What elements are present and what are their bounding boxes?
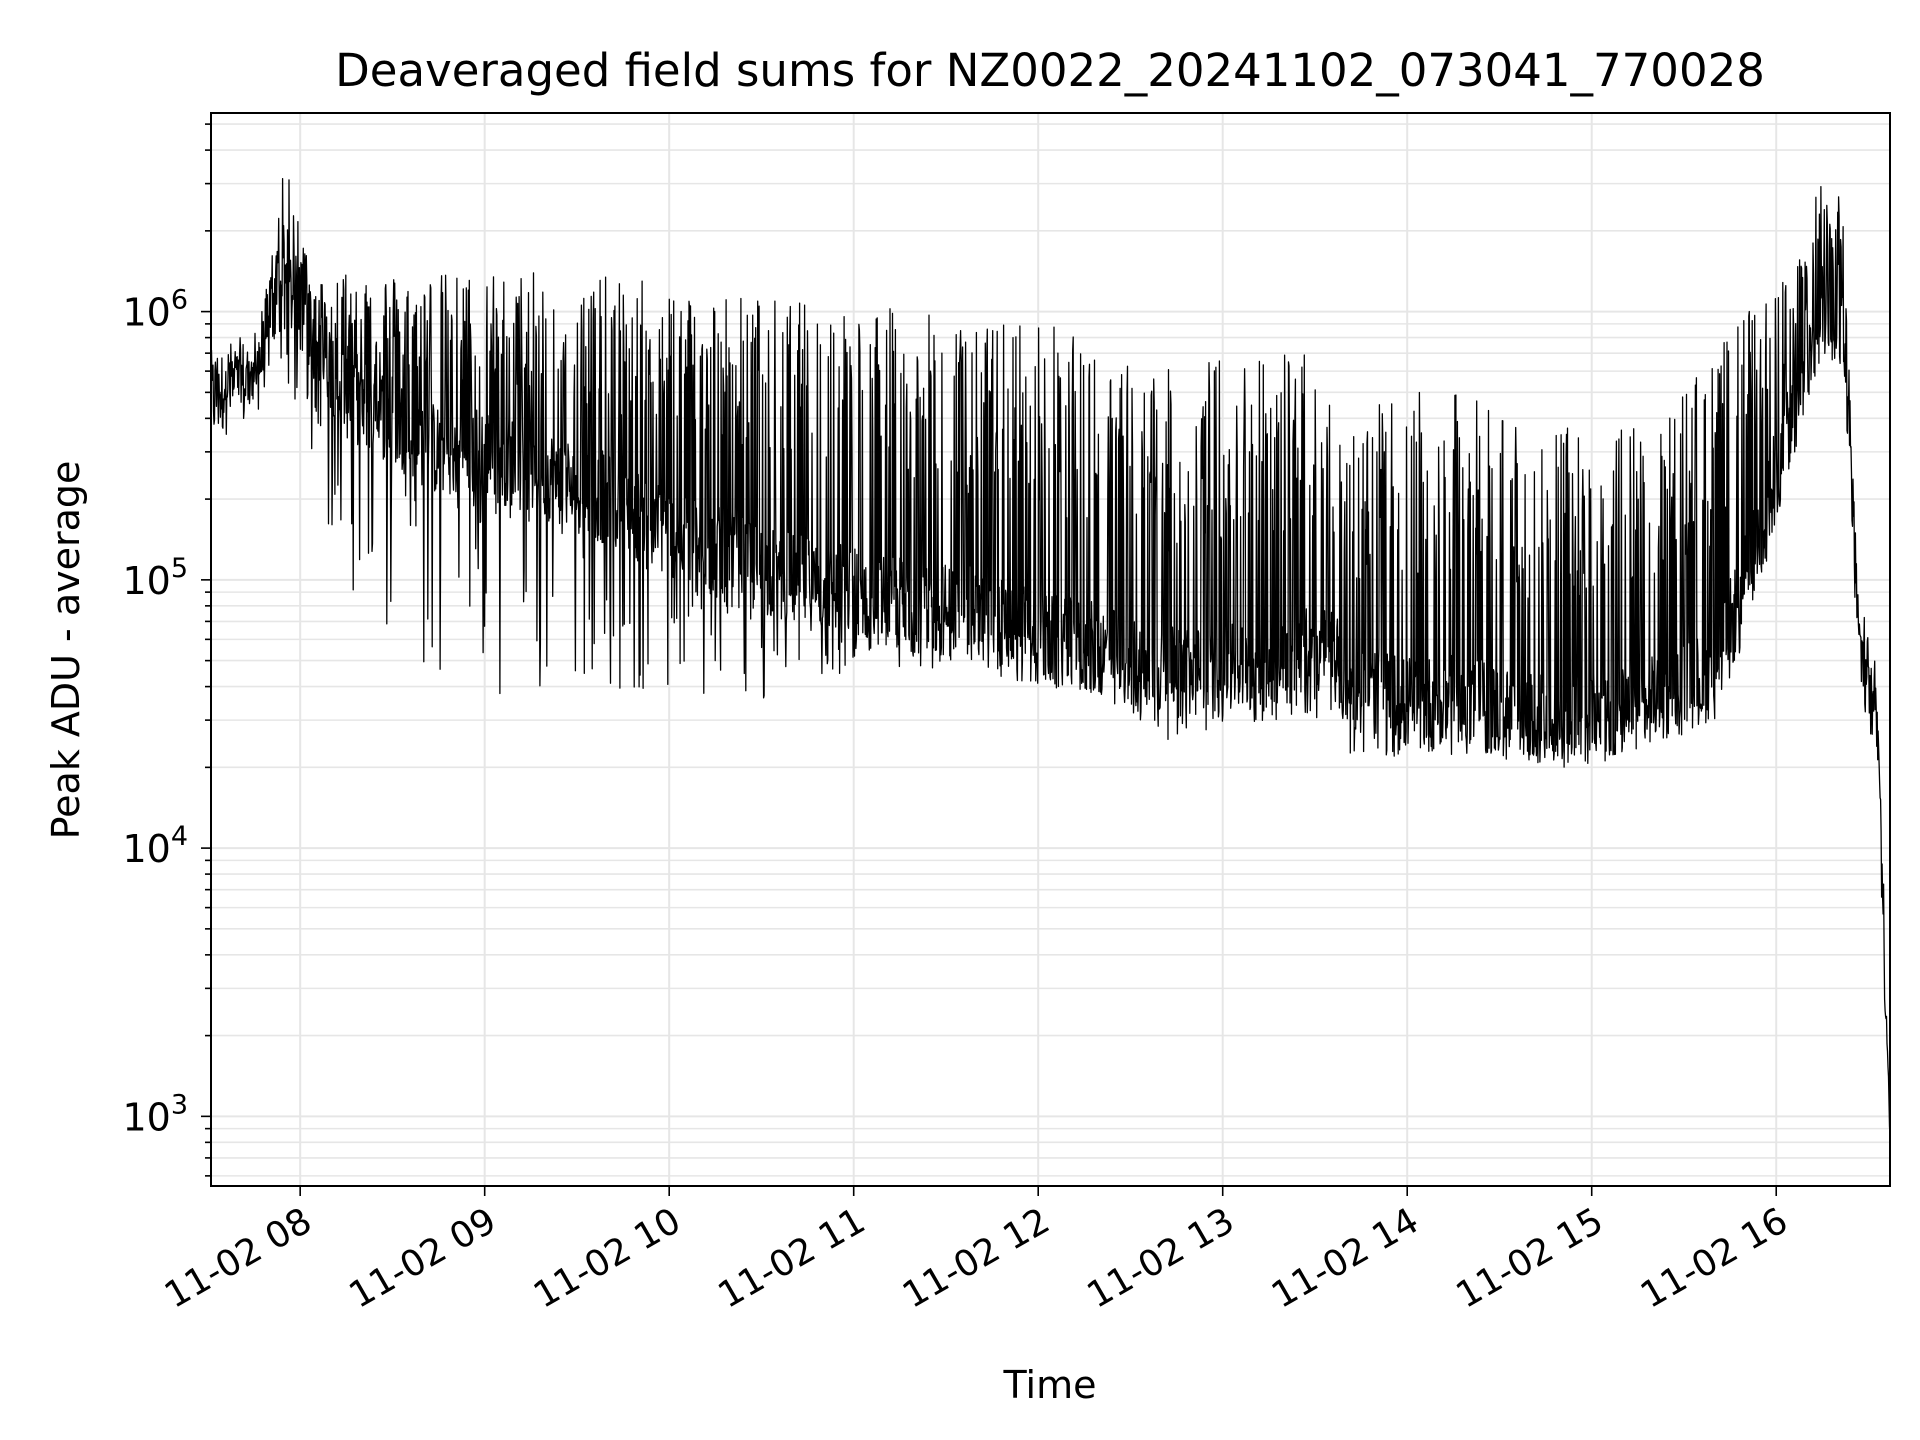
- y-axis-label: Peak ADU - average: [44, 461, 88, 840]
- series-line: [211, 178, 1890, 1136]
- y-tick-label: 104: [122, 821, 188, 871]
- chart-title: Deaveraged field sums for NZ0022_2024110…: [335, 44, 1765, 97]
- y-tick-label: 103: [122, 1089, 188, 1139]
- series-layer: [211, 178, 1890, 1136]
- x-axis-label: Time: [1003, 1363, 1097, 1407]
- y-tick-label: 105: [122, 553, 188, 603]
- axes-frame: [210, 112, 1891, 1187]
- grid: [211, 113, 1890, 1186]
- y-axis-ticks: 103 104 105 106: [122, 123, 211, 1177]
- y-tick-label: 106: [122, 285, 188, 335]
